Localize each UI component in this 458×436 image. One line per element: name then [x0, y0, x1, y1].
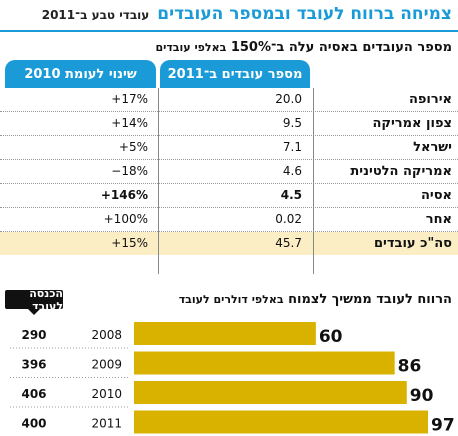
table-row: אסיה 4.5 +146% — [0, 184, 458, 208]
region-name: צפון אמריקה — [372, 116, 452, 131]
workers-value: 0.02 — [275, 212, 302, 226]
workers-value: 20.0 — [275, 92, 302, 106]
bar-value-label: 60 — [319, 327, 343, 347]
title-divider — [0, 30, 458, 32]
change-value: +17% — [111, 92, 148, 106]
table-caption: מספר העובדים באסיה עלה ב־150% באלפי עובד… — [155, 40, 452, 55]
year-tick-label: 2010 — [91, 387, 122, 401]
table-row: סה"כ עובדים 45.7 +15% — [0, 232, 458, 255]
workers-value: 45.7 — [275, 236, 302, 250]
table-row: צפון אמריקה 9.5 +14% — [0, 112, 458, 136]
year-tick-label: 2011 — [91, 417, 122, 431]
title-row: צמיחה ברווח לעובד ובמספר העובדים עובדי ט… — [42, 4, 452, 28]
table-row: ישראל 7.1 +5% — [0, 136, 458, 160]
bar-value-label: 86 — [398, 357, 422, 377]
bar-2008 — [134, 322, 316, 345]
bar-chart-unit: באלפי דולרים לעובד — [178, 293, 284, 306]
bar-chart-caption: הרווח לעובד ממשיך לצמוח באלפי דולרים לעו… — [179, 292, 452, 307]
column-header-workers: מספר עובדים ב־2011 — [160, 60, 310, 88]
region-name: אחר — [425, 212, 452, 227]
column-divider — [313, 88, 314, 274]
revenue-per-employee-value: 396 — [21, 358, 46, 372]
change-value: +14% — [111, 116, 148, 130]
year-tick-label: 2008 — [91, 328, 122, 342]
revenue-per-employee-value: 400 — [21, 417, 46, 431]
bar-2009 — [134, 351, 395, 375]
page-subtitle: עובדי טבע ב־2011 — [41, 8, 150, 22]
table-row: אחר 0.02 +100% — [0, 208, 458, 232]
table-row: אירופה 20.0 +17% — [0, 88, 458, 112]
page-title: צמיחה ברווח לעובד ובמספר העובדים — [157, 4, 452, 24]
workers-value: 7.1 — [282, 140, 302, 154]
column-divider — [158, 88, 159, 274]
bar-value-label: 97 — [431, 416, 455, 436]
revenue-per-employee-value: 290 — [21, 328, 46, 342]
workers-value: 9.5 — [282, 116, 302, 130]
region-name: ישראל — [413, 140, 452, 155]
change-value: +100% — [103, 212, 148, 226]
table-row: אמריקה הלטינית 4.6 −18% — [0, 160, 458, 184]
bar-2011 — [134, 410, 428, 434]
region-name: סה"כ עובדים — [374, 236, 452, 251]
year-tick-label: 2009 — [91, 358, 122, 372]
bar-value-label: 90 — [410, 386, 434, 406]
change-value: +5% — [118, 140, 148, 154]
label-pointer — [28, 309, 40, 315]
column-header-change: שינוי לעומת 2010 — [5, 60, 156, 88]
revenue-per-employee-label: הכנסה לעובד — [5, 287, 63, 313]
change-value: +15% — [111, 236, 148, 250]
change-value: +146% — [100, 188, 148, 202]
table-caption-unit: באלפי עובדים — [155, 41, 227, 54]
change-value: −18% — [111, 164, 148, 178]
profit-per-employee-chart: 60 2008 290 86 2009 396 90 2010 406 97 2011 400 — [10, 322, 455, 436]
bar-2010 — [134, 381, 407, 404]
revenue-per-employee-value: 406 — [21, 387, 46, 401]
region-name: אמריקה הלטינית — [350, 164, 452, 179]
region-name: אסיה — [420, 188, 452, 203]
workers-value: 4.6 — [282, 164, 302, 178]
bar-chart-title: הרווח לעובד ממשיך לצמוח — [288, 292, 452, 307]
workers-value: 4.5 — [280, 188, 302, 202]
table-caption-text: מספר העובדים באסיה עלה ב־150% — [230, 40, 452, 55]
table-header: מספר עובדים ב־2011 שינוי לעומת 2010 — [0, 60, 458, 88]
region-name: אירופה — [408, 92, 452, 107]
